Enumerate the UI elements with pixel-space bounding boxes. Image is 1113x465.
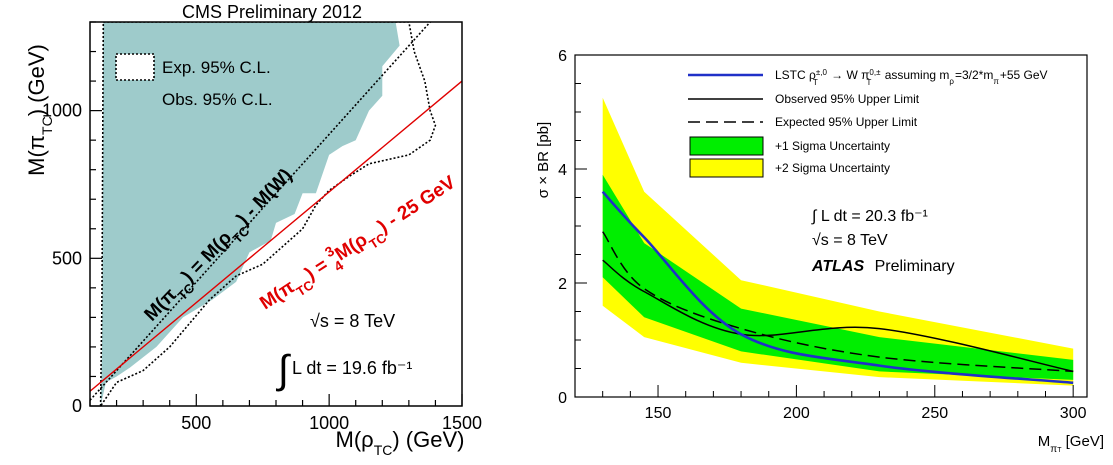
legend-two-sigma-swatch xyxy=(689,158,764,178)
left-x-tick-label: 1000 xyxy=(309,413,349,433)
legend-one-sigma-swatch xyxy=(689,136,764,156)
observed-limit-line xyxy=(602,259,1074,373)
right-sqrt-s: √s = 8 TeV xyxy=(812,232,888,249)
legend-expected-label: Exp. 95% C.L. xyxy=(162,58,271,77)
atlas-rest: Preliminary xyxy=(875,258,955,275)
left-lumi: L dt = 19.6 fb⁻¹ xyxy=(292,358,412,378)
right-x-tick-label: 150 xyxy=(645,405,672,422)
atlas-bold: ATLAS xyxy=(811,258,864,275)
left-x-tick-label: 1500 xyxy=(442,413,482,433)
legend-one-sigma-label: +1 Sigma Uncertainty xyxy=(775,139,890,153)
left-sqrt-s: √s = 8 TeV xyxy=(310,311,395,331)
kinematic-diagonal-line xyxy=(90,22,432,401)
right-y-tick-label: 2 xyxy=(558,276,567,293)
cms-limit-plot: CMS Preliminary 2012 500 1000 1500 0 500 1000… xyxy=(24,2,482,458)
right-y-tick-label: 6 xyxy=(558,48,567,65)
cms-header: CMS Preliminary 2012 xyxy=(182,2,362,22)
atlas-limit-plot: 150 200 250 300 0 2 4 6 σ × BR [pb] MπT [GeV] L… xyxy=(535,48,1104,455)
left-axis-ticks: 500 1000 1500 0 500 1000 xyxy=(42,21,482,433)
expected-limit-line xyxy=(602,231,1074,373)
right-x-tick-label: 250 xyxy=(921,405,948,422)
right-x-tick-label: 200 xyxy=(783,405,810,422)
legend-expected-label: Expected 95% Upper Limit xyxy=(775,115,918,129)
right-axis-ticks: 150 200 250 300 0 2 4 6 xyxy=(558,48,1087,422)
right-x-tick-label: 300 xyxy=(1060,405,1087,422)
left-x-axis-label: M(ρTC) (GeV) xyxy=(336,427,465,458)
right-y-tick-label: 4 xyxy=(558,162,567,179)
legend-observed-label: Observed 95% Upper Limit xyxy=(775,92,920,106)
left-y-tick-label: 0 xyxy=(72,396,82,416)
right-y-axis-label: σ × BR [pb] xyxy=(535,122,552,198)
red-mass-relation-line xyxy=(90,80,462,392)
left-y-tick-label: 1000 xyxy=(42,101,82,121)
atlas-label: ATLAS Preliminary xyxy=(811,258,955,275)
right-y-tick-label: 0 xyxy=(558,390,567,407)
right-x-axis-label: MπT [GeV] xyxy=(1038,433,1104,455)
left-y-tick-label: 500 xyxy=(52,248,82,268)
left-integral-sign: ∫ xyxy=(276,348,292,392)
legend-theory-label: LSTC ρ±,0 T → W π0,± T assuming mρ=3/2*mπ+… xyxy=(775,68,1048,88)
observed-limit-region xyxy=(100,22,400,406)
legend-observed-swatch xyxy=(116,86,154,112)
left-x-tick-label: 500 xyxy=(181,413,211,433)
right-lumi: ∫ L dt = 20.3 fb⁻¹ xyxy=(811,208,928,225)
legend-expected-swatch xyxy=(115,53,155,81)
legend-observed-label: Obs. 95% C.L. xyxy=(162,90,273,109)
lstc-theory-line xyxy=(601,190,1074,385)
legend-two-sigma-label: +2 Sigma Uncertainty xyxy=(775,161,890,175)
